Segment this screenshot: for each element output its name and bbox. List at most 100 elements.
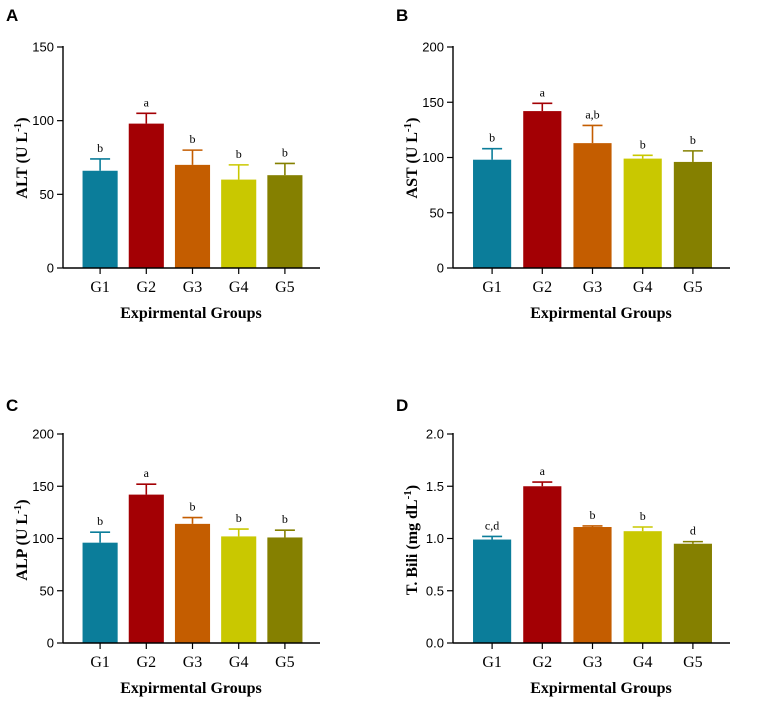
x-tick-label: G5 (275, 279, 295, 296)
y-tick-label: 1.5 (426, 479, 444, 494)
panel-letter: A (6, 6, 18, 25)
significance-label: d (690, 524, 696, 538)
significance-label: b (282, 512, 288, 526)
significance-label: a (540, 464, 546, 478)
bar-g1 (82, 542, 118, 643)
x-axis-title: Expirmental Groups (120, 680, 262, 697)
y-tick-label: 50 (40, 583, 54, 598)
panel-b: B Expirmental Groups AST (U L-1) b G1 a G2 a… (396, 6, 730, 322)
y-tick-label: 200 (32, 427, 54, 442)
x-tick-label: G4 (633, 654, 653, 671)
bar-g1 (82, 170, 118, 268)
y-axis-title-sup: -1 (12, 123, 24, 132)
x-tick-label: G1 (482, 279, 502, 296)
y-axis-title-close: ) (14, 117, 31, 122)
y-tick-label: 0 (47, 636, 54, 651)
bar-g3 (573, 527, 612, 643)
bar-g3 (573, 143, 612, 268)
significance-label: b (236, 147, 242, 161)
y-axis-title: ALT (U L-1) (12, 117, 31, 198)
y-axis-title-text: T. Bili (mg dL (404, 499, 421, 595)
x-tick-label: G1 (90, 654, 110, 671)
y-tick-label: 150 (32, 479, 54, 494)
significance-label: b (489, 131, 495, 145)
x-tick-label: G1 (482, 654, 502, 671)
significance-label: a (144, 95, 150, 109)
y-axis-title-sup: -1 (402, 490, 414, 499)
bar-g3 (174, 164, 211, 268)
x-tick-label: G2 (533, 279, 553, 296)
panel-d: D Expirmental Groups T. Bili (mg dL-1) c… (396, 396, 730, 697)
x-tick-label: G5 (275, 654, 295, 671)
x-tick-label: G5 (683, 654, 703, 671)
significance-label: b (97, 141, 103, 155)
significance-label: b (190, 500, 196, 514)
y-axis-title-text: ALP (U L (14, 514, 31, 581)
bar-g3 (174, 523, 211, 643)
bar-g4 (623, 531, 662, 643)
significance-label: a (144, 466, 150, 480)
y-axis-title-text: ALT (U L (14, 132, 31, 199)
y-axis-title-sup: -1 (402, 123, 414, 132)
significance-label: b (640, 137, 646, 151)
y-axis-title: ALP (U L-1) (12, 499, 31, 580)
significance-label: c,d (485, 518, 499, 532)
bar-g5 (267, 537, 303, 643)
y-tick-label: 1.0 (426, 531, 444, 546)
panel-letter: B (396, 6, 408, 25)
significance-label: b (236, 511, 242, 525)
y-axis-title-close: ) (404, 118, 421, 123)
y-axis-title-text: AST (U L (404, 132, 421, 198)
x-axis-title: Expirmental Groups (530, 680, 672, 697)
x-tick-label: G4 (229, 279, 249, 296)
significance-label: b (590, 508, 596, 522)
x-tick-label: G4 (229, 654, 249, 671)
y-axis-title-close: ) (14, 499, 31, 504)
y-axis-title-close: ) (404, 485, 421, 490)
bar-g4 (623, 158, 662, 268)
significance-label: a (540, 85, 546, 99)
y-tick-label: 0 (47, 261, 54, 276)
y-tick-label: 0.5 (426, 583, 444, 598)
y-tick-label: 50 (40, 187, 54, 202)
bar-g5 (673, 543, 712, 643)
bar-g4 (221, 179, 257, 268)
y-tick-label: 0.0 (426, 636, 444, 651)
significance-label: a,b (585, 107, 599, 121)
bar-g2 (523, 111, 562, 268)
x-axis-title: Expirmental Groups (530, 305, 672, 322)
x-tick-label: G3 (583, 654, 603, 671)
bar-g2 (128, 123, 164, 268)
panel-letter: D (396, 396, 408, 415)
y-tick-label: 50 (430, 205, 444, 220)
bar-g5 (267, 175, 303, 268)
panel-letter: C (6, 396, 18, 415)
significance-label: b (690, 133, 696, 147)
y-axis-title: T. Bili (mg dL-1) (402, 485, 421, 595)
x-tick-label: G2 (137, 279, 157, 296)
y-tick-label: 150 (422, 95, 444, 110)
y-tick-label: 100 (32, 113, 54, 128)
significance-label: b (640, 509, 646, 523)
x-tick-label: G3 (583, 279, 603, 296)
x-tick-label: G2 (137, 654, 157, 671)
panel-a: A Expirmental Groups ALT (U L-1) b G1 a G2 b… (6, 6, 320, 322)
x-tick-label: G3 (183, 654, 203, 671)
significance-label: b (97, 514, 103, 528)
x-tick-label: G2 (533, 654, 553, 671)
bar-g4 (221, 536, 257, 643)
y-tick-label: 200 (422, 40, 444, 55)
bar-g1 (473, 159, 512, 268)
y-tick-label: 100 (422, 150, 444, 165)
panel-c: C Expirmental Groups ALP (U L-1) b G1 a G2 b… (6, 396, 320, 697)
x-axis-title: Expirmental Groups (120, 305, 262, 322)
x-tick-label: G3 (183, 279, 203, 296)
y-tick-label: 0 (437, 261, 444, 276)
bar-g2 (523, 486, 562, 643)
x-tick-label: G4 (633, 279, 653, 296)
y-tick-label: 100 (32, 531, 54, 546)
y-axis-title: AST (U L-1) (402, 118, 421, 199)
y-tick-label: 2.0 (426, 427, 444, 442)
x-tick-label: G5 (683, 279, 703, 296)
